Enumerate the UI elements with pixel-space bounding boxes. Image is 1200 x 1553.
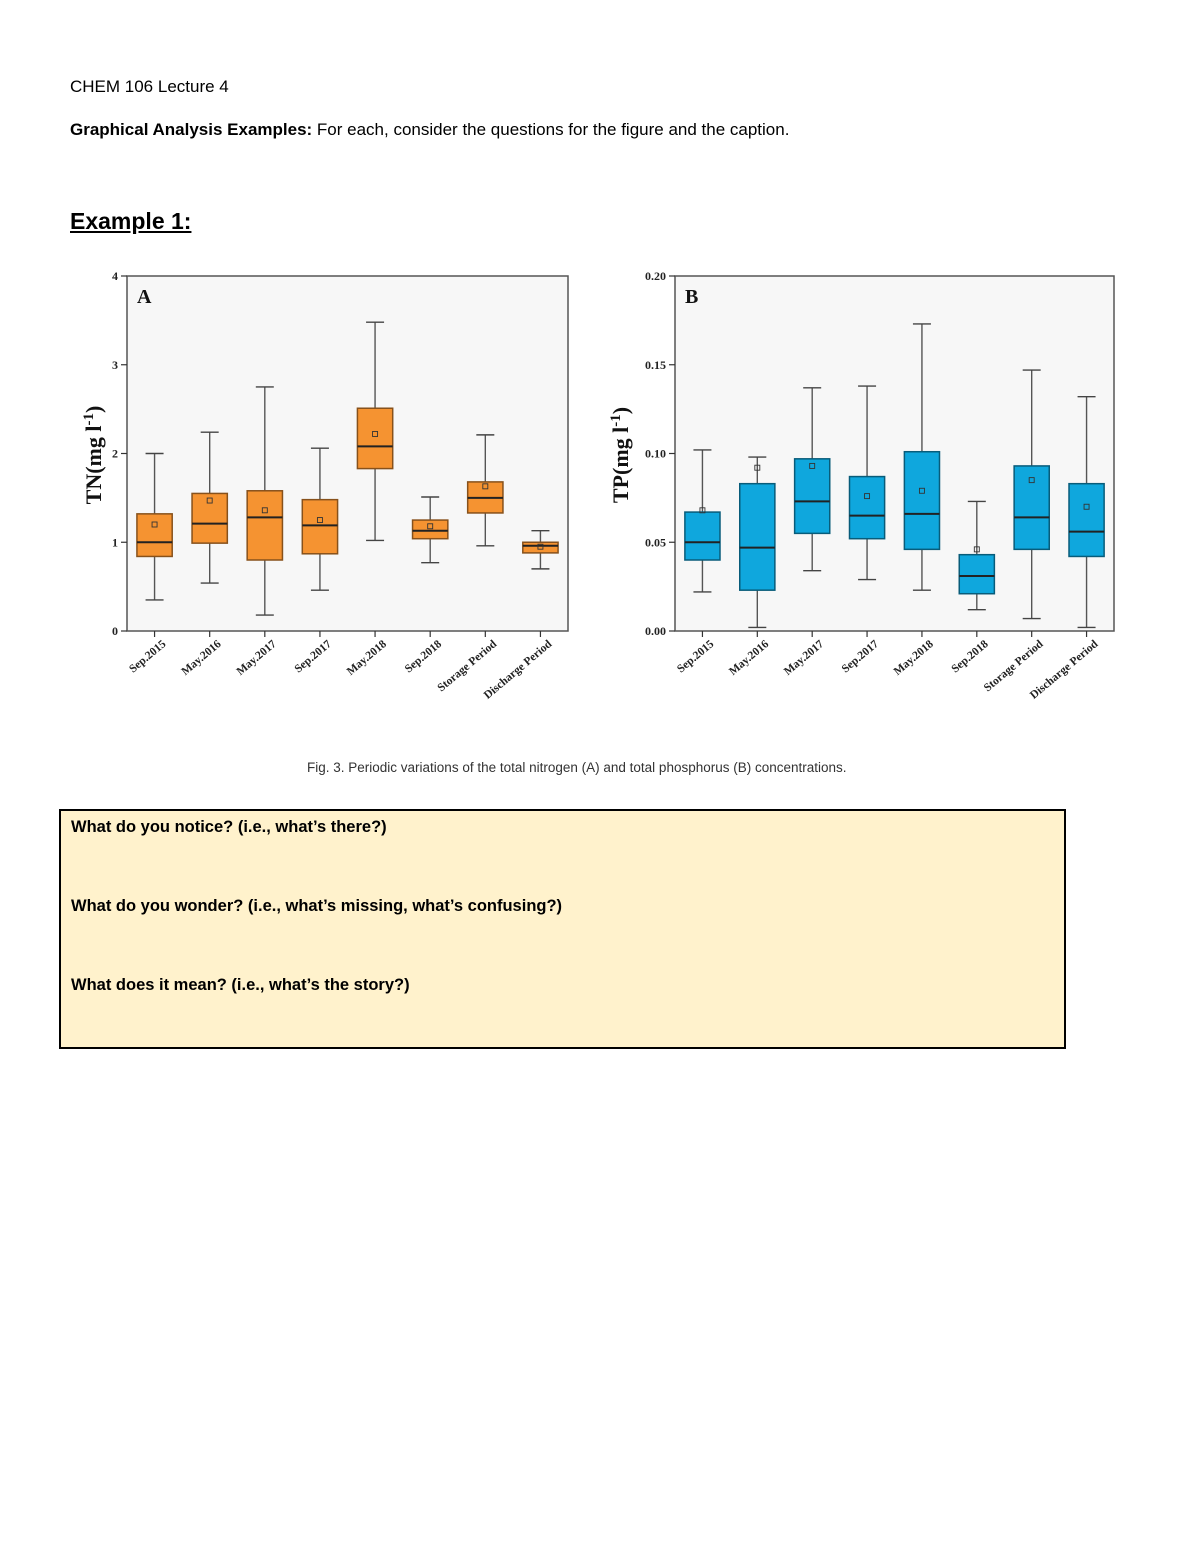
box-iqr [246,490,284,561]
box-1 [684,449,721,593]
mean-marker [537,543,544,550]
y-tick-label: 4 [112,269,118,283]
mean-marker [1028,477,1035,484]
box-iqr [739,482,776,591]
figure-box-plots: 0 1 2 3 4 A TN(mg l-1) Sep.2015 May.2016 May.2017… [81,269,1115,702]
x-tick-label: Sep.2018 [403,638,444,675]
x-tick-label: Sep.2017 [293,638,334,675]
box-iqr [1068,482,1105,558]
intro-text: Graphical Analysis Examples: For each, c… [70,120,789,140]
x-tick-label: May.2016 [179,638,223,678]
mean-marker [809,462,816,469]
y-tick-label: 3 [112,358,118,372]
mean-marker [261,507,268,514]
y-tick-label: 0.00 [645,624,666,638]
y-tick-label: 0.05 [645,535,666,549]
box-5 [903,323,941,591]
mean-marker [206,497,213,504]
box-3 [793,387,831,572]
box-iqr [522,541,559,554]
y-tick-label: 0.20 [645,269,666,283]
box-8 [522,530,559,570]
box-iqr [1013,465,1050,551]
box-iqr [191,492,229,544]
box-7 [466,434,504,547]
box-2 [739,456,776,629]
box-iqr [356,407,394,470]
mean-marker [918,487,925,494]
panel-label: A [137,286,152,308]
box-4 [301,447,339,591]
course-title: CHEM 106 Lecture 4 [70,77,229,96]
box-5 [356,321,394,542]
box-iqr [301,498,339,555]
box-3 [246,386,284,616]
box-iqr [903,450,941,551]
question-notice: What do you notice? (i.e., what’s there?… [71,818,387,836]
mean-marker [864,493,871,500]
x-tick-label: Sep.2015 [127,638,168,675]
box-7 [1013,369,1050,620]
y-tick-label: 0 [112,624,118,638]
question-box: What do you notice? (i.e., what’s there?… [59,809,1066,1049]
x-tick-label: May.2018 [892,638,936,678]
box-2 [191,431,229,584]
box-iqr [411,519,449,540]
mean-marker [151,521,158,528]
box-iqr [793,458,831,535]
y-tick-label: 0.15 [645,358,666,372]
x-tick-label: Sep.2017 [840,638,881,675]
mean-marker [699,507,706,514]
box-8 [1068,396,1105,629]
mean-marker [754,464,761,471]
example-title: Example 1: [70,208,192,234]
x-tick-label: May.2016 [727,638,771,678]
chart-panel-b: 0.00 0.05 0.10 0.15 0.20 B TP(mg l-1) Sep.2015 M… [608,269,1115,702]
x-tick-label: May.2018 [345,638,389,678]
y-axis-label: TP(mg l-1) [608,407,633,503]
mean-marker [482,483,489,490]
mean-marker [1083,503,1090,510]
x-tick-label: May.2017 [235,638,279,678]
y-tick-label: 1 [112,535,118,549]
y-axis-label: TN(mg l-1) [81,406,106,505]
intro-bold: Graphical Analysis Examples: [70,120,313,139]
box-4 [848,385,886,581]
y-tick-label: 2 [112,447,118,461]
box-iqr [684,511,721,561]
box-6 [958,500,996,611]
y-tick-label: 0.10 [645,447,666,461]
x-tick-label: May.2017 [782,638,826,678]
x-tick-label: Sep.2018 [949,638,990,675]
box-iqr [958,553,996,595]
box-iqr [848,475,886,540]
mean-marker [316,517,323,524]
figure-caption: Fig. 3. Periodic variations of the total… [307,760,847,775]
mean-marker [427,523,434,530]
question-wonder: What do you wonder? (i.e., what’s missin… [71,897,563,915]
chart-panel-a: 0 1 2 3 4 A TN(mg l-1) Sep.2015 May.2016 May.2017… [81,269,569,702]
intro-rest: For each, consider the questions for the… [312,120,790,139]
mean-marker [372,431,379,437]
box-iqr [136,513,173,558]
box-6 [411,496,449,564]
question-meaning: What does it mean? (i.e., what’s the sto… [71,976,410,994]
panel-label: B [685,286,698,308]
mean-marker [973,546,980,553]
box-1 [136,452,173,601]
x-tick-label: Sep.2015 [675,638,716,675]
plot-frame [126,275,569,632]
